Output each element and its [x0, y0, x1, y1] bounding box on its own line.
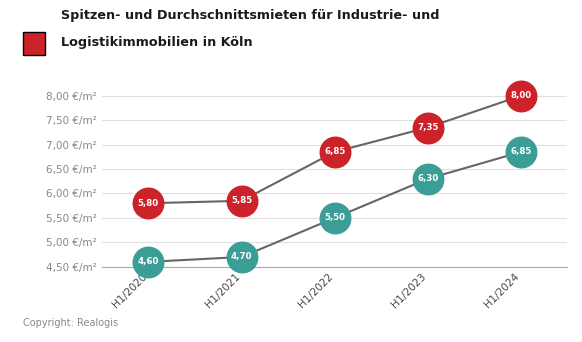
Text: 4,70: 4,70 — [231, 252, 252, 262]
Text: 6,85: 6,85 — [510, 147, 531, 156]
Text: Logistikimmobilien in Köln: Logistikimmobilien in Köln — [61, 36, 253, 49]
Text: 5,50: 5,50 — [324, 213, 345, 222]
Text: 6,85: 6,85 — [324, 147, 345, 156]
Text: Copyright: Realogis: Copyright: Realogis — [23, 318, 118, 328]
Text: 5,80: 5,80 — [138, 199, 159, 208]
Text: Spitzen- und Durchschnittsmieten für Industrie- und: Spitzen- und Durchschnittsmieten für Ind… — [61, 9, 439, 22]
Text: 8,00: 8,00 — [510, 91, 531, 100]
Text: 4,60: 4,60 — [138, 258, 159, 266]
Text: 5,85: 5,85 — [231, 196, 252, 205]
Text: 6,30: 6,30 — [417, 174, 438, 183]
Text: 7,35: 7,35 — [417, 123, 438, 132]
